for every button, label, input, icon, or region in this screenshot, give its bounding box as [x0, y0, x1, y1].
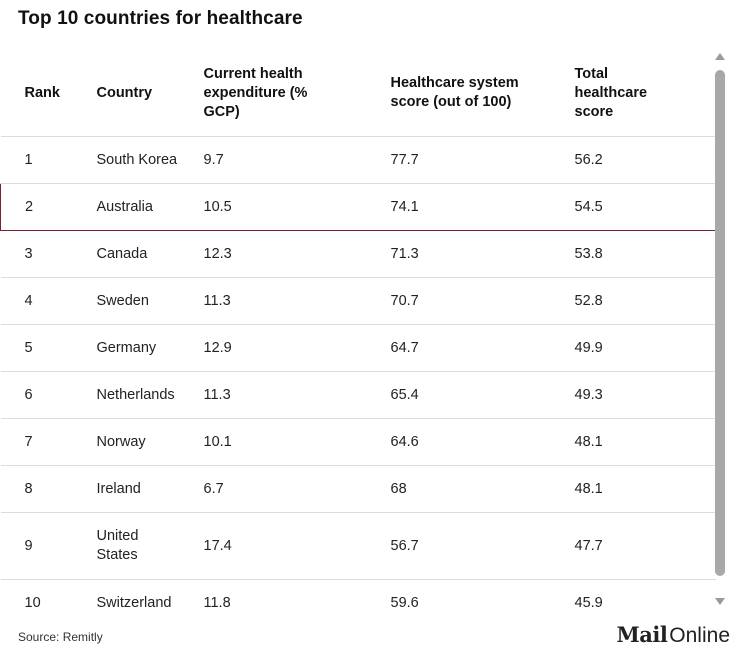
country-cell: Germany	[96, 324, 204, 372]
system-score-cell: 74.1	[390, 183, 575, 231]
total-score-cell: 48.1	[574, 465, 716, 513]
country-cell: Switzerland	[96, 579, 204, 610]
scroll-down-arrow-icon[interactable]	[715, 598, 725, 605]
country-cell: United States	[96, 512, 204, 580]
total-score-cell: 56.2	[574, 136, 716, 184]
system-score-cell: 64.6	[390, 418, 575, 466]
system-score-cell: 64.7	[390, 324, 575, 372]
scroll-thumb[interactable]	[715, 70, 725, 576]
table-row: 6 Netherlands 11.3 65.4 49.3	[0, 371, 716, 419]
rank-cell: 4	[0, 277, 97, 325]
rank-cell: 3	[0, 230, 97, 278]
country-cell: Norway	[96, 418, 204, 466]
expenditure-cell: 10.5	[203, 183, 391, 231]
expenditure-cell: 17.4	[203, 512, 391, 580]
country-cell: Australia	[96, 183, 204, 231]
expenditure-cell: 10.1	[203, 418, 391, 466]
total-score-cell: 48.1	[574, 418, 716, 466]
table-row: 4 Sweden 11.3 70.7 52.8	[0, 277, 716, 325]
country-cell: Canada	[96, 230, 204, 278]
country-cell: Ireland	[96, 465, 204, 513]
expenditure-cell: 11.8	[203, 579, 391, 610]
scroll-up-arrow-icon[interactable]	[715, 53, 725, 60]
table-row: 7 Norway 10.1 64.6 48.1	[0, 418, 716, 466]
chart-title: Top 10 countries for healthcare	[18, 8, 303, 29]
expenditure-cell: 11.3	[203, 371, 391, 419]
rank-cell: 9	[0, 512, 97, 580]
rank-cell: 7	[0, 418, 97, 466]
rank-cell: 1	[0, 136, 97, 184]
vertical-scrollbar[interactable]	[713, 50, 727, 610]
total-score-cell: 49.9	[574, 324, 716, 372]
system-score-cell: 68	[390, 465, 575, 513]
expenditure-cell: 11.3	[203, 277, 391, 325]
system-score-cell: 71.3	[390, 230, 575, 278]
table-row: 5 Germany 12.9 64.7 49.9	[0, 324, 716, 372]
logo-mail-text: Mail	[616, 622, 668, 647]
logo-online-text: Online	[669, 624, 730, 647]
system-score-cell: 70.7	[390, 277, 575, 325]
expenditure-cell: 6.7	[203, 465, 391, 513]
table-row: 1 South Korea 9.7 77.7 56.2	[0, 136, 716, 184]
table-row: 10 Switzerland 11.8 59.6 45.9	[0, 579, 716, 610]
healthcare-table: Rank Country Current health expenditure …	[0, 50, 716, 610]
country-cell: Netherlands	[96, 371, 204, 419]
system-score-cell: 59.6	[390, 579, 575, 610]
country-cell: South Korea	[96, 136, 204, 184]
rank-cell: 6	[0, 371, 97, 419]
column-header-total-score: Total healthcare score	[574, 50, 716, 137]
total-score-cell: 47.7	[574, 512, 716, 580]
total-score-cell: 53.8	[574, 230, 716, 278]
mailonline-logo: MailOnline	[616, 622, 730, 649]
total-score-cell: 54.5	[574, 183, 716, 231]
table-row: 9 United States 17.4 56.7 47.7	[0, 512, 716, 580]
system-score-cell: 65.4	[390, 371, 575, 419]
source-note: Source: Remitly	[18, 630, 103, 644]
rank-cell: 8	[0, 465, 97, 513]
table-row: 3 Canada 12.3 71.3 53.8	[0, 230, 716, 278]
table-scroll-area[interactable]: Rank Country Current health expenditure …	[0, 50, 716, 610]
country-cell: Sweden	[96, 277, 204, 325]
total-score-cell: 45.9	[574, 579, 716, 610]
system-score-cell: 77.7	[390, 136, 575, 184]
expenditure-cell: 9.7	[203, 136, 391, 184]
table-row: 2 Australia 10.5 74.1 54.5	[0, 183, 716, 231]
expenditure-cell: 12.3	[203, 230, 391, 278]
total-score-cell: 49.3	[574, 371, 716, 419]
expenditure-cell: 12.9	[203, 324, 391, 372]
column-header-expenditure: Current health expenditure (% GCP)	[203, 50, 391, 137]
column-header-country: Country	[96, 50, 204, 137]
table-body: 1 South Korea 9.7 77.7 56.2 2 Australia 10.5 74.…	[0, 136, 716, 610]
table-header-row: Rank Country Current health expenditure …	[0, 50, 716, 137]
rank-cell: 10	[0, 579, 97, 610]
system-score-cell: 56.7	[390, 512, 575, 580]
column-header-rank: Rank	[0, 50, 97, 137]
total-score-cell: 52.8	[574, 277, 716, 325]
rank-cell: 2	[0, 183, 97, 231]
column-header-system-score: Healthcare system score (out of 100)	[390, 50, 575, 137]
table-row: 8 Ireland 6.7 68 48.1	[0, 465, 716, 513]
rank-cell: 5	[0, 324, 97, 372]
